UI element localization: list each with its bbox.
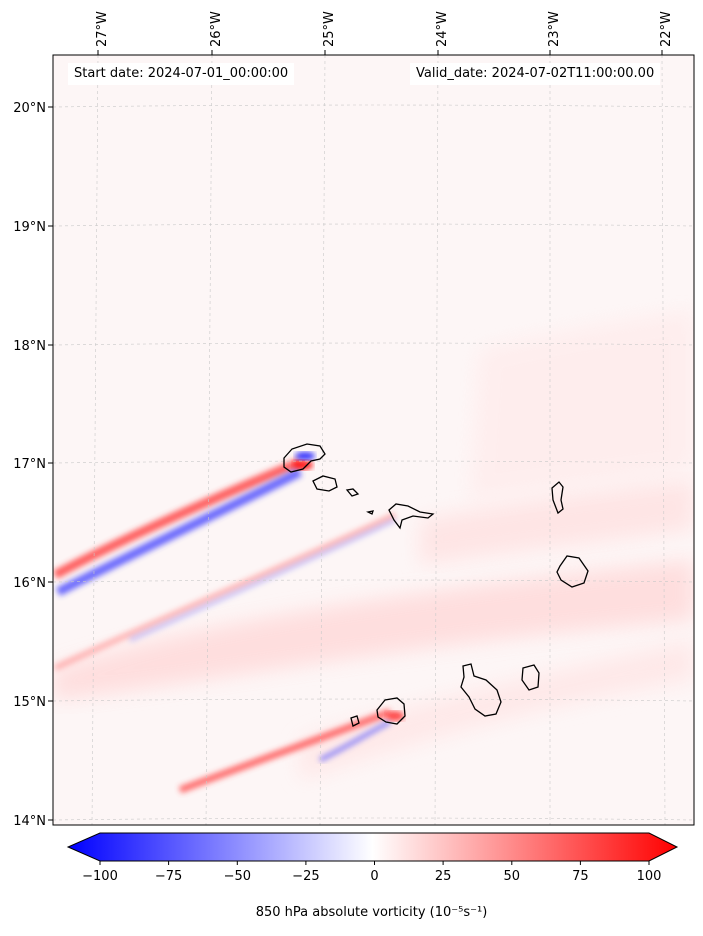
island-santa-luzia: [345, 488, 360, 497]
lon-label-25w: 25°W: [322, 11, 337, 47]
colorbar-tick-label: 75: [572, 869, 589, 884]
lat-label-14n: 14°N: [13, 814, 46, 829]
parallel-17n: [52, 460, 695, 464]
lat-labels: 20°N 19°N 18°N 17°N 16°N 15°N 14°N: [13, 101, 46, 829]
colorbar-tick-label: 25: [434, 869, 452, 884]
lon-label-24w: 24°W: [435, 11, 450, 47]
colorbar-tick-label: −50: [223, 869, 252, 884]
valid-date-box: Valid_date: 2024-07-02T11:00:00.00: [410, 63, 661, 85]
start-date-value: 2024-07-01_00:00:00: [147, 66, 289, 81]
colorbar: [66, 832, 679, 865]
map-frame: [52, 54, 695, 826]
parallel-15n: [52, 698, 695, 702]
wake-blue-central: [129, 518, 396, 642]
vorticity-max-south: [386, 711, 404, 721]
lon-labels: 27°W 26°W 25°W 24°W 23°W 22°W: [95, 11, 674, 47]
meridian-22w: [661, 54, 666, 826]
valid-date-label: Valid_date:: [416, 66, 488, 81]
island-boa-vista: [556, 555, 589, 588]
parallel-20n: [52, 104, 695, 108]
vorticity-band-south: [53, 560, 694, 700]
islet-branco: [366, 510, 374, 515]
lat-label-15n: 15°N: [13, 695, 46, 710]
island-maio: [521, 664, 540, 691]
island-sao-nicolau: [388, 503, 435, 530]
lon-label-23w: 23°W: [547, 11, 562, 47]
parallel-18n: [52, 342, 695, 346]
colorbar-tick-label: 0: [370, 869, 379, 884]
colorbar-tick-label: −75: [154, 869, 183, 884]
parallel-19n: [52, 223, 695, 227]
island-sao-vicente: [312, 475, 338, 492]
colorbar-ticks: [99, 861, 650, 865]
wake-red-central: [53, 512, 397, 671]
island-santo-antao: [283, 443, 326, 473]
tick-marks: [48, 50, 663, 821]
meridian-26w: [205, 54, 213, 826]
lat-label-18n: 18°N: [13, 339, 46, 354]
lat-label-17n: 17°N: [13, 457, 46, 472]
island-fogo: [376, 697, 406, 725]
lon-label-26w: 26°W: [209, 11, 224, 47]
lat-label-20n: 20°N: [13, 101, 46, 116]
colorbar-tick-label: −25: [292, 869, 320, 884]
vorticity-band-east: [420, 480, 694, 565]
colorbar-tick-label: 100: [636, 869, 662, 884]
meridian-27w: [91, 54, 99, 826]
colorbar-tick-label: −100: [82, 869, 118, 884]
valid-date-value: 2024-07-02T11:00:00.00: [491, 66, 655, 81]
island-sal: [551, 481, 564, 515]
vorticity-patch-northeast: [470, 310, 694, 500]
start-date-label: Start date:: [74, 66, 144, 81]
coastlines: [283, 443, 589, 727]
meridian-25w: [319, 54, 326, 826]
parallel-16n: [52, 579, 695, 583]
vorticity-min-north: [295, 452, 315, 460]
lat-label-16n: 16°N: [13, 576, 46, 591]
colorbar-tick-label: 50: [503, 869, 521, 884]
island-brava: [350, 715, 360, 727]
colorbar-title: 850 hPa absolute vorticity (10⁻⁵s⁻¹): [0, 905, 703, 920]
parallel-14n: [52, 817, 695, 821]
lon-label-27w: 27°W: [95, 11, 110, 47]
lat-label-19n: 19°N: [13, 220, 46, 235]
start-date-box: Start date: 2024-07-01_00:00:00: [68, 63, 295, 85]
lon-label-22w: 22°W: [659, 11, 674, 47]
vorticity-max-north: [293, 460, 313, 470]
wake-red-south: [178, 708, 392, 794]
colorbar-title-text: 850 hPa absolute vorticity: [255, 905, 426, 920]
wake-blue-south: [318, 719, 392, 763]
island-santiago: [460, 663, 502, 717]
wake-blue-north: [55, 467, 303, 597]
colorbar-units: (10⁻⁵s⁻¹): [429, 905, 488, 920]
meridian-24w: [434, 54, 439, 826]
graticule: [52, 54, 695, 826]
colorbar-bar: [66, 832, 679, 862]
wake-red-north: [53, 457, 302, 579]
